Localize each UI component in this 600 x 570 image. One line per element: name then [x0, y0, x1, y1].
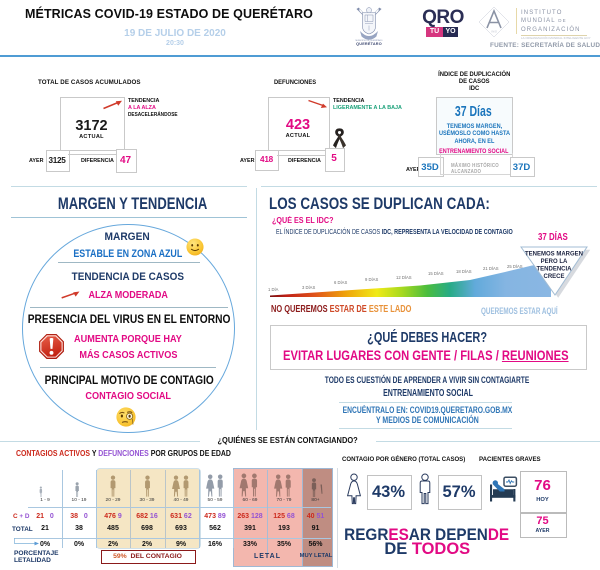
svg-text:TENEMOS MARGEN: TENEMOS MARGEN: [525, 252, 583, 258]
svg-text:MUNICIPIO DE QUERÉTARO: MUNICIPIO DE QUERÉTARO: [356, 39, 383, 42]
svg-text:CRECE: CRECE: [543, 274, 564, 280]
svg-text:TENDENCIA: TENDENCIA: [536, 267, 572, 273]
svg-text:QUERÉTARO: QUERÉTARO: [356, 41, 382, 46]
svg-text:PERO LA: PERO LA: [541, 259, 568, 265]
svg-text:I M O: I M O: [491, 31, 497, 34]
